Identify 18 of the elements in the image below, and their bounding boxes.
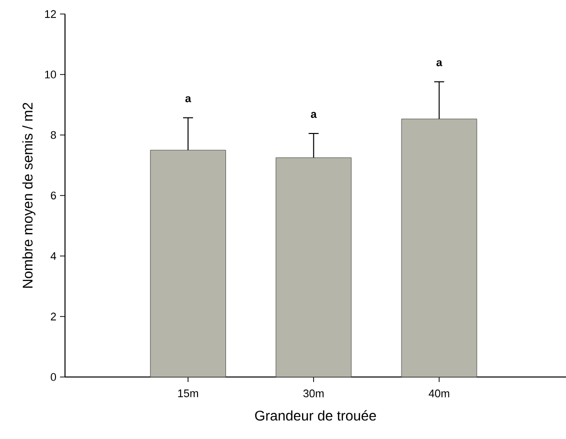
x-tick-label: 40m <box>428 390 450 398</box>
x-tick-label: 30m <box>303 390 324 398</box>
annotation: a <box>185 96 192 102</box>
y-tick-label: 10 <box>45 70 56 78</box>
x-tick-label: 15m <box>178 390 198 398</box>
bar <box>276 157 352 378</box>
y-tick-label: 12 <box>45 10 56 18</box>
x-axis-title: Grandeur de trouée <box>255 410 376 421</box>
bar <box>401 118 478 378</box>
y-tick-label: 8 <box>50 131 56 139</box>
y-tick-label: 6 <box>50 192 56 200</box>
bar <box>150 150 226 378</box>
y-tick-label: 2 <box>50 312 56 320</box>
y-axis-title: Nombre moyen de semis / m2 <box>22 102 36 288</box>
annotation: a <box>436 60 442 66</box>
annotation: a <box>310 112 317 118</box>
y-tick-label: 4 <box>50 252 56 260</box>
y-tick-label: 0 <box>50 373 56 381</box>
